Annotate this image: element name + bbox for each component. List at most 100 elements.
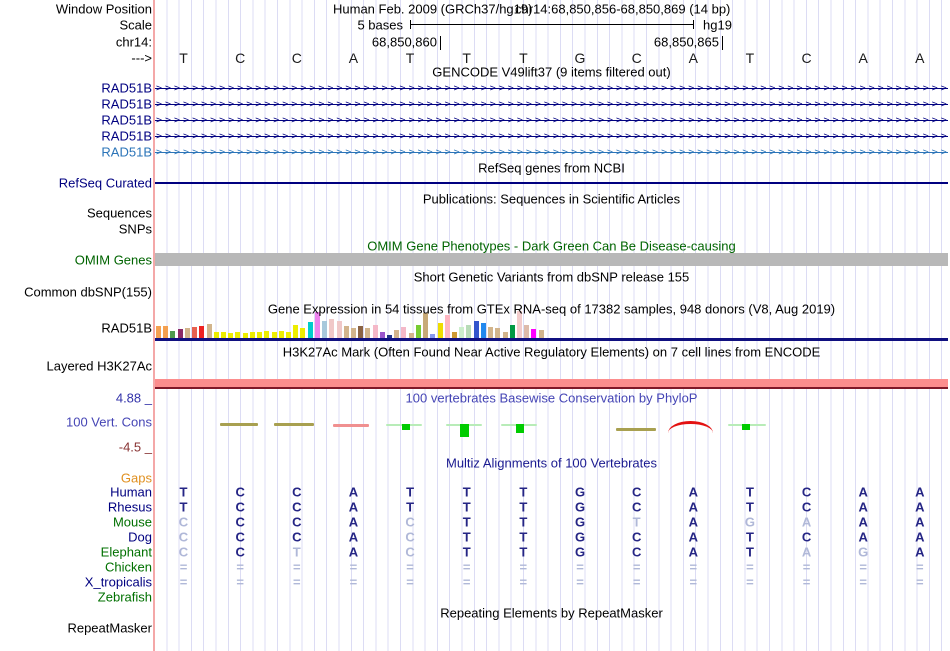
aln-rhesus-col11: C [801,499,812,515]
scale-bases-text: 5 bases [357,17,403,33]
gene-item-rad51b-1[interactable]: >>>>>>>>>>>>>>>>>>>>>>>>>>>>>>>>>>>>>>>>… [155,83,948,93]
aln-rhesus-col8: C [631,499,642,515]
gtex-title[interactable]: Gene Expression in 54 tissues from GTEx … [267,301,836,317]
common-dbsnp-label[interactable]: Common dbSNP(155) [24,284,152,300]
species-xtropicalis-label[interactable]: X_tropicalis [84,574,152,590]
strand-label[interactable]: ---> [131,50,152,66]
phylop-title[interactable]: 100 vertebrates Basewise Conservation by… [405,390,698,406]
aln-mouse-col12: A [858,514,868,530]
cons-min-label[interactable]: -4.5 _ [118,439,152,455]
aln-elephant-col12: G [858,544,869,560]
aln-mouse-col5: T [462,514,471,530]
h3k27ac-title[interactable]: H3K27Ac Mark (Often Found Near Active Re… [282,344,821,360]
gtex-bar-40 [444,315,450,338]
gtex-baseline [155,338,948,341]
conservation-box-5 [516,424,524,433]
refseq-title[interactable]: RefSeq genes from NCBI [478,160,625,176]
repeatmasker-title[interactable]: Repeating Elements by RepeatMasker [440,605,663,621]
aln-mouse-col10: G [744,514,755,530]
gtex-bar-8 [213,332,219,338]
species-mouse-label[interactable]: Mouse [112,514,152,530]
species-zebrafish-label[interactable]: Zebrafish [97,589,152,605]
repeatmasker-label[interactable]: RepeatMasker [67,620,152,636]
species-rhesus-label[interactable]: Rhesus [107,499,152,515]
conservation-peak-7 [668,421,713,433]
gene-rad51b-3-label[interactable]: RAD51B [101,112,152,128]
gene-rad51b-4-label[interactable]: RAD51B [101,128,152,144]
gtex-bar-25 [336,321,342,338]
aln-dog-col8: C [631,529,642,545]
aln-mouse-col9: A [688,514,698,530]
gene-rad51b-5-label[interactable]: RAD51B [101,144,152,160]
dbsnp-title[interactable]: Short Genetic Variants from dbSNP releas… [413,269,690,285]
aln-x_tropicalis-col6: = [519,574,528,590]
cons-max-label[interactable]: 4.88 _ [115,390,152,406]
species-dog-label[interactable]: Dog [128,529,152,545]
layered-h3k27ac-label[interactable]: Layered H3K27Ac [46,358,152,374]
snps-label[interactable]: SNPs [118,221,152,237]
species-elephant-label[interactable]: Elephant [100,544,152,560]
aln-dog-col7: G [574,529,586,545]
chrom-label[interactable]: chr14: [115,34,152,50]
gencode-title[interactable]: GENCODE V49lift37 (9 items filtered out) [432,64,671,80]
aln-rhesus-col6: T [519,499,528,515]
ruler-position-label-1: 68,850,865 [653,34,719,50]
ruler-position-tick-0 [440,36,441,50]
gtex-bar-10 [228,333,234,338]
refseq-curated-label[interactable]: RefSeq Curated [58,175,152,191]
conservation-dash-6 [616,428,656,431]
track-gridlines [155,0,949,651]
sequences-label[interactable]: Sequences [86,205,152,221]
aln-dog-col12: A [858,529,868,545]
gaps-label[interactable]: Gaps [120,470,152,486]
reference-base-9: A [688,50,698,66]
aln-elephant-col10: T [745,544,754,560]
omim-gene-bar[interactable] [155,253,948,266]
gene-rad51b-2-label[interactable]: RAD51B [101,96,152,112]
aln-rhesus-col3: A [348,499,359,515]
gene-item-rad51b-3[interactable]: >>>>>>>>>>>>>>>>>>>>>>>>>>>>>>>>>>>>>>>>… [155,115,948,125]
h3k27ac-signal-bar[interactable] [155,379,948,387]
gene-direction-arrows: >>>>>>>>>>>>>>>>>>>>>>>>>>>>>>>>>>>>>>>>… [156,83,948,93]
species-human-label[interactable]: Human [110,484,152,500]
gtex-bar-1 [163,326,169,338]
aln-x_tropicalis-col12: = [859,574,867,590]
aln-rhesus-col1: C [235,499,245,515]
gtex-bar-32 [387,335,393,338]
gtex-bar-37 [423,313,429,338]
vert-cons-label[interactable]: 100 Vert. Cons [66,414,152,430]
aln-chicken-col4: = [406,559,414,575]
reference-base-0: T [179,50,188,66]
gene-rad51b-1-label[interactable]: RAD51B [101,80,152,96]
gene-item-rad51b-2[interactable]: >>>>>>>>>>>>>>>>>>>>>>>>>>>>>>>>>>>>>>>>… [155,99,948,109]
gtex-rad51b-label[interactable]: RAD51B [101,320,152,336]
publications-title[interactable]: Publications: Sequences in Scientific Ar… [422,191,681,207]
gtex-bar-27 [350,328,356,338]
aln-chicken-col12: = [859,559,867,575]
omim-title[interactable]: OMIM Gene Phenotypes - Dark Green Can Be… [367,238,736,254]
omim-genes-label[interactable]: OMIM Genes [74,252,152,268]
aln-x_tropicalis-col7: = [576,574,584,590]
aln-human-col13: A [915,484,925,500]
aln-dog-col3: A [348,529,359,545]
scale-label[interactable]: Scale [119,17,152,33]
reference-base-5: T [462,50,471,66]
multiz-title[interactable]: Multiz Alignments of 100 Vertebrates [445,455,657,471]
gene-item-rad51b-4[interactable]: >>>>>>>>>>>>>>>>>>>>>>>>>>>>>>>>>>>>>>>>… [155,131,948,141]
aln-rhesus-col4: T [406,499,415,515]
conservation-dash-1 [274,423,314,426]
aln-elephant-col0: C [178,544,189,560]
window-position-label[interactable]: Window Position [55,1,152,17]
h3k27ac-signal-edge [155,387,948,389]
aln-rhesus-col10: T [745,499,754,515]
gtex-bar-36 [415,325,421,338]
gtex-bar-26 [343,326,349,338]
gtex-bar-0 [156,326,161,338]
refseq-curated-item[interactable] [155,182,948,184]
aln-elephant-col6: T [519,544,528,560]
aln-human-col7: G [574,484,586,500]
aln-dog-col0: C [178,529,189,545]
aln-x_tropicalis-col9: = [689,574,698,590]
gene-item-rad51b-5[interactable]: >>>>>>>>>>>>>>>>>>>>>>>>>>>>>>>>>>>>>>>>… [155,147,948,157]
species-chicken-label[interactable]: Chicken [105,559,152,575]
